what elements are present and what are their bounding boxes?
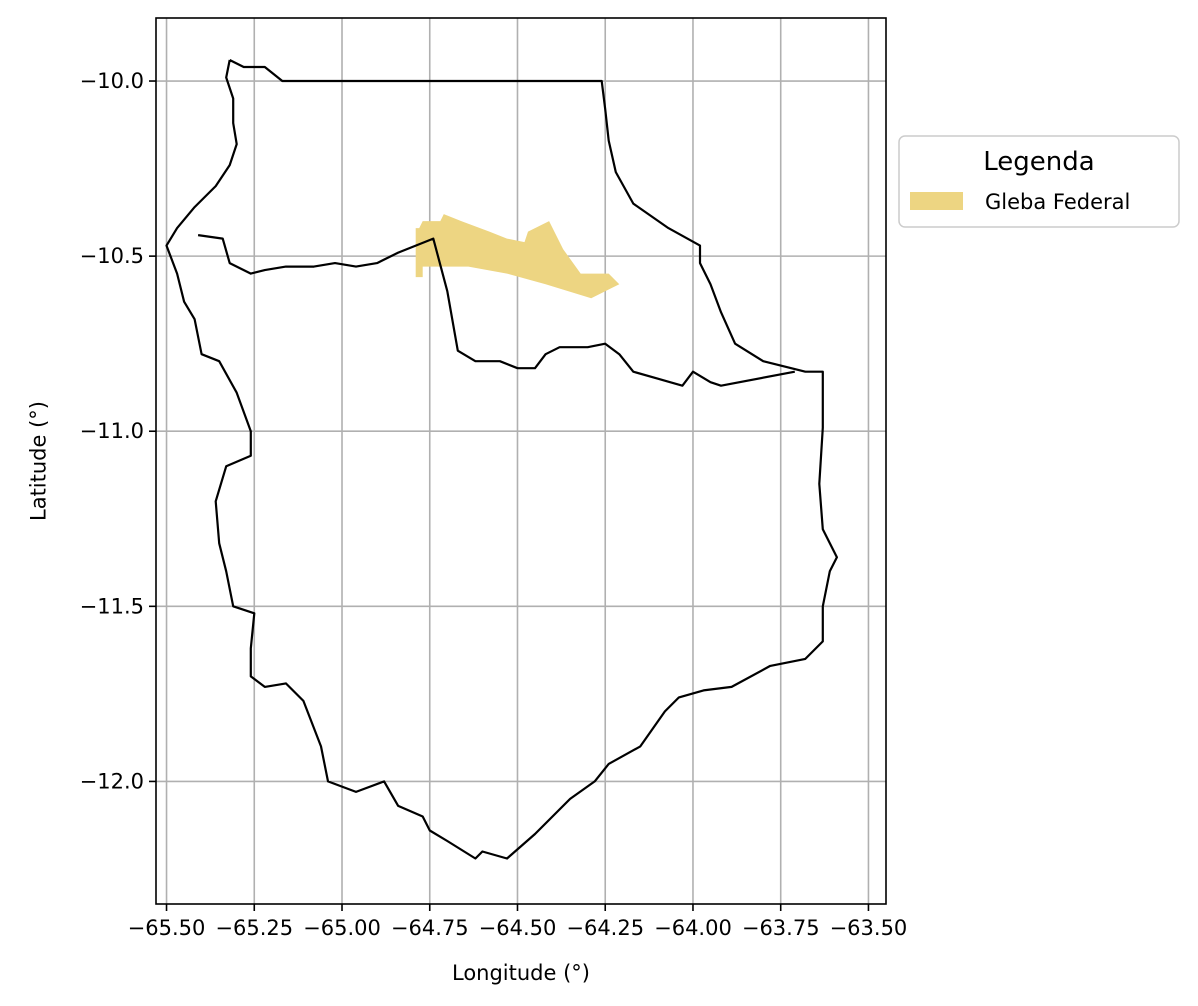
legend-box <box>898 135 1180 228</box>
plot-frame <box>155 17 887 905</box>
gleba-federal-layer <box>415 214 620 299</box>
x-tick-label: −63.75 <box>742 916 820 940</box>
x-tick-label: −65.25 <box>215 916 293 940</box>
legend-swatch-gleba-federal <box>910 192 963 210</box>
y-axis-label: Latitude (°) <box>26 401 50 521</box>
x-tick-label: −64.00 <box>654 916 732 940</box>
x-tick-label: −65.00 <box>303 916 381 940</box>
boundary-layer <box>165 59 839 860</box>
x-tick-label: −65.50 <box>128 916 206 940</box>
x-axis-label: Longitude (°) <box>452 961 590 985</box>
grid <box>156 18 886 904</box>
x-tick-label: −64.25 <box>566 916 644 940</box>
y-tick-label: −10.0 <box>80 69 144 93</box>
x-tick-label: −64.75 <box>391 916 469 940</box>
x-ticks: −65.50 −65.25 −65.00 −64.75 −64.50 −64.25 −64.… <box>128 904 908 940</box>
legend-title: Legenda <box>983 147 1094 177</box>
y-tick-label: −11.5 <box>80 594 144 618</box>
y-tick-label: −10.5 <box>80 244 144 268</box>
x-tick-label: −63.50 <box>830 916 908 940</box>
legend: Legenda Gleba Federal <box>898 135 1180 228</box>
y-tick-label: −11.0 <box>80 419 144 443</box>
y-tick-label: −12.0 <box>80 769 144 793</box>
legend-label-gleba-federal: Gleba Federal <box>985 190 1130 214</box>
x-tick-label: −64.50 <box>479 916 557 940</box>
gleba-federal-area <box>415 214 620 299</box>
inner-division <box>197 234 796 387</box>
outer-boundary <box>165 59 839 860</box>
y-ticks: −10.0 −10.5 −11.0 −11.5 −12.0 <box>80 69 156 793</box>
